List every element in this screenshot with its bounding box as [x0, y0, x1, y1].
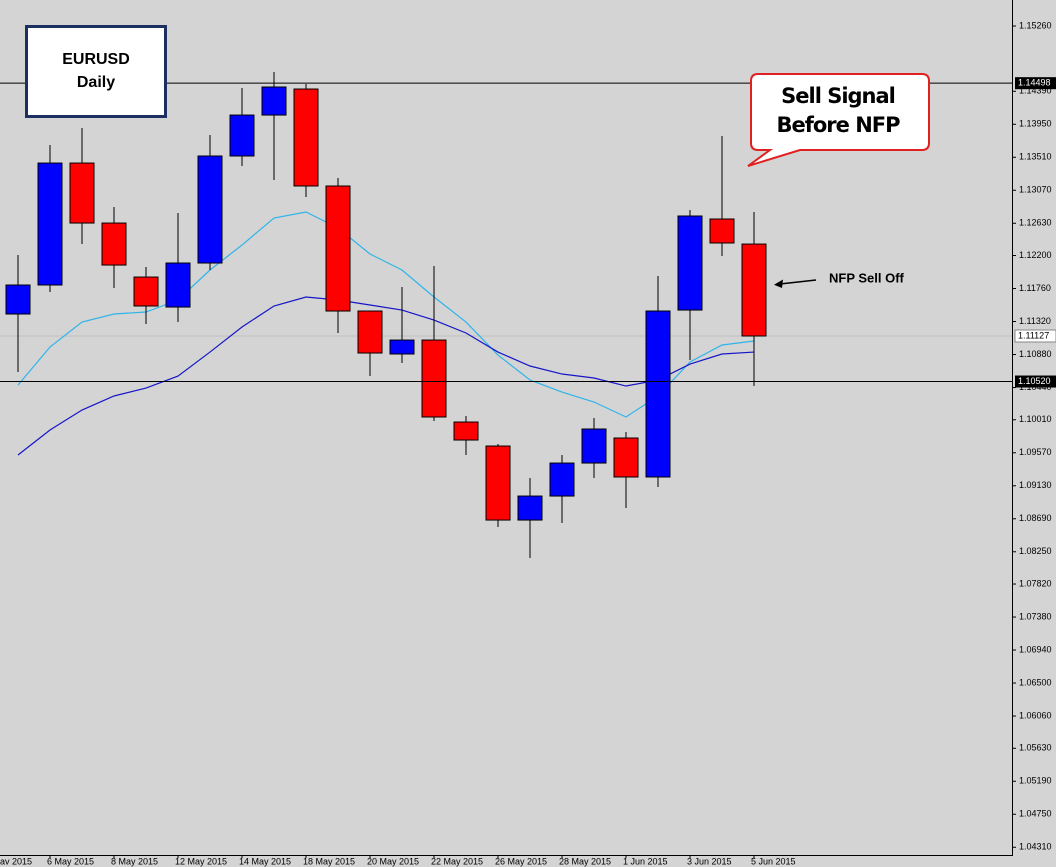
candle-body [133, 276, 159, 307]
x-tick-label: 28 May 2015 [559, 856, 611, 866]
bid-label-box [1014, 329, 1056, 343]
callout-line: Before NFP [776, 113, 900, 137]
y-tick-label: 1.11760 [1019, 283, 1051, 293]
x-tick-label: 22 May 2015 [431, 856, 483, 866]
candle-body [421, 339, 447, 418]
y-tick-label: 1.07820 [1019, 578, 1052, 588]
x-tick-label: av 2015 [0, 856, 32, 866]
candle-body [101, 222, 127, 266]
candle-body [677, 215, 703, 311]
candle-body [357, 310, 383, 354]
callout-line: Sell Signal [781, 84, 895, 108]
x-tick-label: 20 May 2015 [367, 856, 419, 866]
candle-body [325, 185, 351, 312]
candle-body [613, 437, 639, 478]
y-tick-label: 1.08250 [1019, 546, 1052, 556]
x-tick-label: 18 May 2015 [303, 856, 355, 866]
candle-body [69, 162, 95, 224]
x-tick-label: 8 May 2015 [111, 856, 158, 866]
x-tick-label: 6 May 2015 [47, 856, 94, 866]
symbol-box [25, 25, 167, 118]
y-tick-label: 1.07380 [1019, 611, 1052, 621]
y-tick-label: 1.06500 [1019, 677, 1052, 687]
y-tick-label: 1.06060 [1019, 710, 1052, 720]
y-tick-label: 1.06940 [1019, 644, 1052, 654]
moving-average [17, 211, 755, 418]
x-tick-label: 5 Jun 2015 [751, 856, 796, 866]
callout-bubble [747, 73, 930, 167]
timeframe-label: Daily [77, 74, 115, 91]
arrow-head [774, 279, 783, 288]
y-tick-label: 1.09570 [1019, 447, 1052, 457]
level-label-box [1015, 77, 1056, 90]
moving-average [17, 296, 755, 456]
candle-body [709, 218, 735, 244]
x-tick-label: 14 May 2015 [239, 856, 291, 866]
candle-body [645, 310, 671, 478]
candle-body [293, 88, 319, 187]
candle-body [581, 428, 607, 464]
y-tick-label: 1.05630 [1019, 743, 1052, 753]
candle-body [165, 262, 191, 308]
y-tick-label: 1.09130 [1019, 480, 1052, 490]
y-tick-label: 1.12630 [1019, 218, 1052, 228]
x-tick-label: 1 Jun 2015 [623, 856, 668, 866]
y-tick-label: 1.04310 [1019, 842, 1052, 852]
y-tick-label: 1.13070 [1019, 185, 1052, 195]
y-tick-label: 1.15260 [1019, 20, 1052, 30]
level-label-box [1015, 375, 1056, 388]
candle-body [741, 243, 767, 337]
level-label: 1.14498 [1018, 78, 1051, 88]
y-tick-label: 1.10010 [1019, 414, 1052, 424]
arrow-shaft [779, 279, 817, 285]
y-tick-label: 1.04750 [1019, 809, 1052, 819]
y-tick-label: 1.08690 [1019, 513, 1052, 523]
y-tick-label: 1.13950 [1019, 119, 1052, 129]
arrow-note: NFP Sell Off [829, 270, 905, 285]
y-tick-label: 1.05190 [1019, 776, 1052, 786]
x-tick-label: 12 May 2015 [175, 856, 227, 866]
candle-body [197, 155, 223, 264]
candle-body [389, 339, 415, 355]
y-tick-label: 1.10880 [1019, 349, 1052, 359]
candle-body [261, 86, 287, 116]
candle-body [485, 445, 511, 521]
y-tick-label: 1.12200 [1019, 250, 1052, 260]
candle-body [517, 495, 543, 521]
candle-body [453, 421, 479, 441]
candle-body [549, 462, 575, 497]
y-tick-label: 1.13510 [1019, 152, 1052, 162]
x-tick-label: 26 May 2015 [495, 856, 547, 866]
annotations: EURUSD Daily Sell Signal Before NFP NFP … [25, 25, 930, 288]
candle-body [5, 284, 31, 315]
candle-body [229, 114, 255, 157]
candle-body [37, 162, 63, 286]
plot-area [0, 72, 1012, 558]
x-tick-label: 3 Jun 2015 [687, 856, 732, 866]
level-label: 1.10520 [1018, 376, 1051, 386]
bid-label: 1.11127 [1018, 330, 1049, 340]
y-tick-label: 1.11320 [1019, 316, 1051, 326]
symbol-label: EURUSD [62, 51, 130, 68]
y-tick-label: 1.14390 [1019, 86, 1052, 96]
